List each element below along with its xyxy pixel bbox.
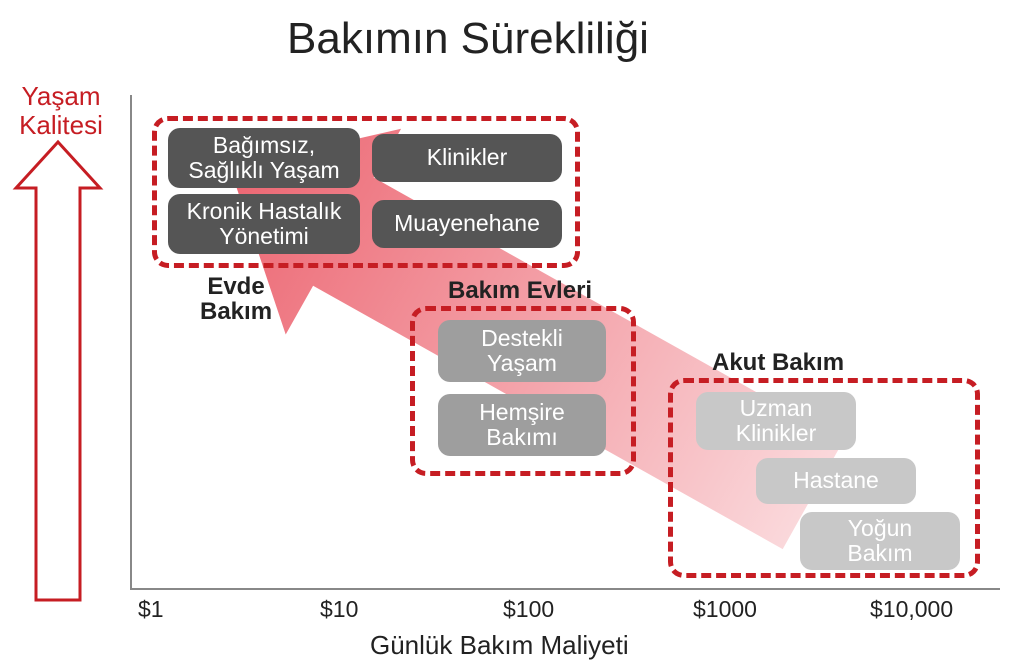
care-pill: Bağımsız,Sağlıklı Yaşam bbox=[168, 128, 360, 188]
y-axis-label: Yaşam Kalitesi bbox=[6, 82, 116, 139]
care-pill: Klinikler bbox=[372, 134, 562, 182]
x-tick: $1 bbox=[138, 596, 164, 623]
care-pill: Kronik HastalıkYönetimi bbox=[168, 194, 360, 254]
care-pill: HemşireBakımı bbox=[438, 394, 606, 456]
care-pill: YoğunBakım bbox=[800, 512, 960, 570]
y-label-line2: Kalitesi bbox=[19, 110, 103, 140]
care-pill: DestekliYaşam bbox=[438, 320, 606, 382]
care-pill: Muayenehane bbox=[372, 200, 562, 248]
x-axis-label: Günlük Bakım Maliyeti bbox=[370, 630, 629, 661]
y-label-line1: Yaşam bbox=[22, 81, 101, 111]
group-label-acute: Akut Bakım bbox=[712, 350, 844, 375]
care-pill: UzmanKlinikler bbox=[696, 392, 856, 450]
x-tick: $10,000 bbox=[870, 596, 953, 623]
group-label-care-homes: Bakım Evleri bbox=[448, 278, 592, 303]
chart-title: Bakımın Sürekliliği bbox=[208, 14, 728, 64]
x-tick: $10 bbox=[320, 596, 358, 623]
care-pill: Hastane bbox=[756, 458, 916, 504]
x-tick: $1000 bbox=[693, 596, 757, 623]
group-label-home: EvdeBakım bbox=[200, 274, 272, 324]
x-tick: $100 bbox=[503, 596, 554, 623]
